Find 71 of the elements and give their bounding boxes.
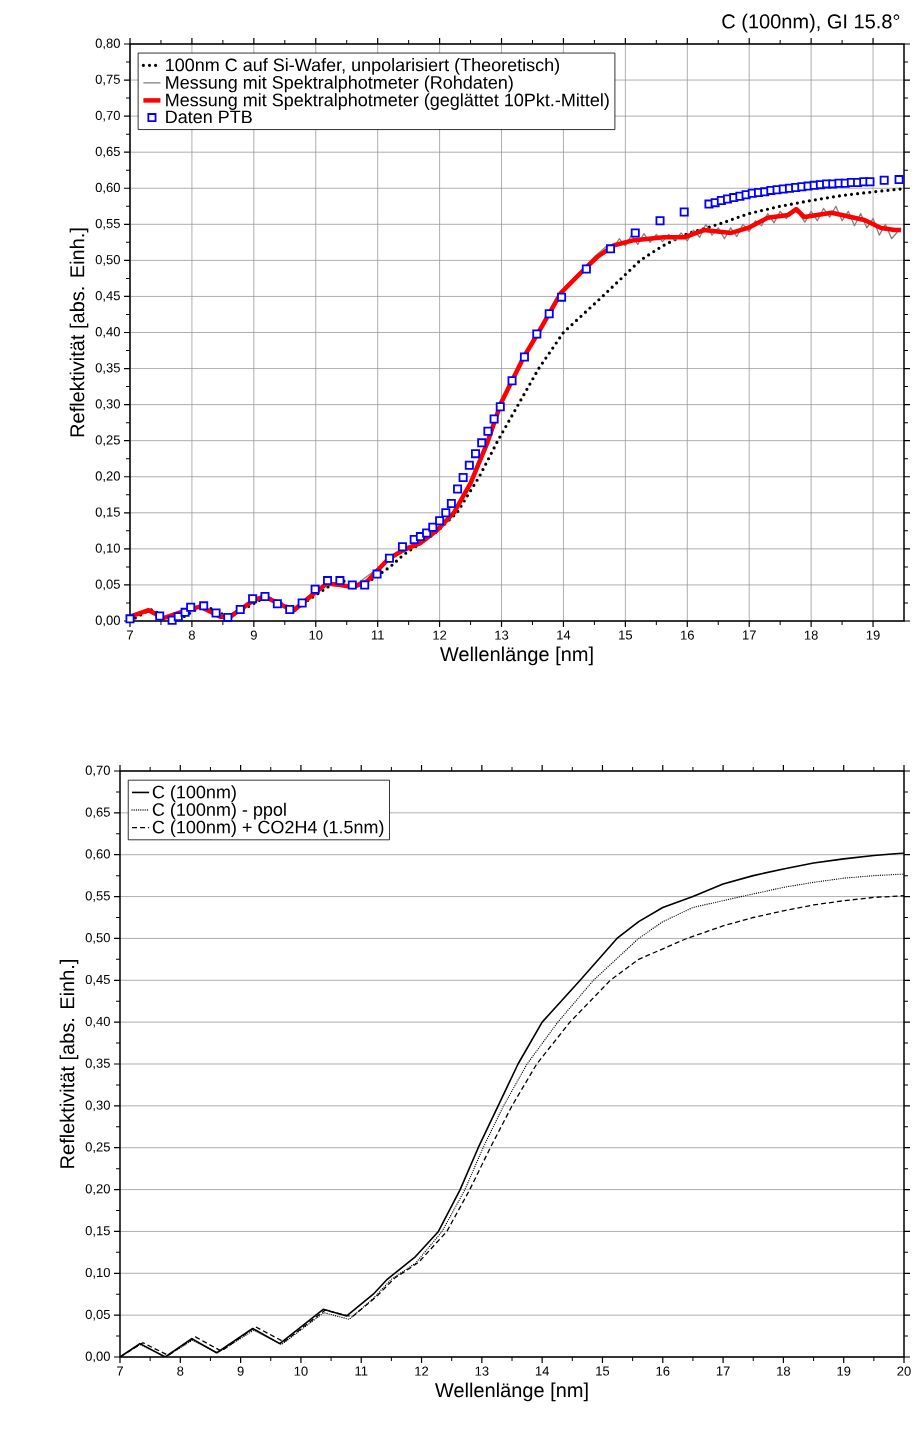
- y-tick-label: 0,35: [85, 1058, 110, 1070]
- x-tick-label: 9: [250, 630, 257, 640]
- x-tick-label: 18: [804, 630, 818, 640]
- x-tick-label: 19: [866, 630, 880, 640]
- y-tick-label: 0,80: [95, 38, 120, 50]
- x-tick-label: 7: [117, 1366, 123, 1376]
- y-tick-label: 0,30: [95, 399, 120, 410]
- x-tick-label: 17: [742, 630, 756, 640]
- x-tick-label: 12: [415, 1366, 429, 1376]
- y-tick-label: 0,65: [85, 807, 110, 819]
- x-tick-label: 18: [777, 1366, 791, 1376]
- x-tick-label: 11: [355, 1366, 368, 1376]
- x-tick-label: 8: [177, 1366, 184, 1376]
- y-tick-label: 0,70: [85, 765, 110, 777]
- y-tick-label: 0,60: [85, 849, 110, 861]
- x-tick-label: 14: [557, 630, 571, 640]
- y-tick-label: 0,50: [95, 255, 120, 266]
- x-tick-label: 10: [309, 630, 323, 640]
- y-tick-label: 0,20: [95, 471, 120, 483]
- y-tick-label: 0,40: [95, 327, 120, 338]
- legend-label: C (100nm) - ppol: [152, 802, 286, 820]
- legend-label: C (100nm) + CO2H4 (1.5nm): [152, 820, 384, 838]
- x-tick-label: 17: [716, 1366, 730, 1376]
- legend-label: C (100nm): [152, 785, 236, 802]
- y-tick-label: 0,55: [85, 891, 110, 902]
- x-tick-label: 13: [495, 630, 509, 640]
- y-tick-label: 0,15: [85, 1226, 110, 1237]
- x-tick-label: 20: [897, 1366, 911, 1376]
- legend-label: 100nm C auf Si-Wafer, unpolarisiert (Theoretisch): [166, 58, 560, 75]
- x-tick-label: 8: [188, 630, 195, 640]
- x-tick-label: 11: [371, 630, 384, 640]
- legend-label: Messung mit Spektralphotmeter (Rohdaten): [166, 75, 513, 93]
- x-tick-label: 16: [656, 1366, 670, 1376]
- x-tick-label: 10: [294, 1366, 308, 1376]
- y-tick-label: 0,30: [85, 1100, 110, 1112]
- chart-title: C (100nm), GI 15.8°: [722, 13, 900, 33]
- x-tick-label: 9: [237, 1366, 244, 1376]
- y-tick-label: 0,60: [95, 182, 120, 194]
- x-tick-label: 7: [127, 630, 133, 640]
- x-tick-label: 14: [535, 1366, 550, 1376]
- x-tick-label: 16: [681, 630, 694, 640]
- y-tick-label: 0,20: [85, 1184, 110, 1195]
- y-tick-label: 0,35: [95, 363, 120, 374]
- y-tick-label: 0,25: [95, 435, 120, 447]
- x-tick-label: 13: [475, 1366, 489, 1376]
- y-axis-title: Reflektivität [abs. Einh.]: [59, 960, 79, 1168]
- y-tick-label: 0,00: [95, 615, 120, 627]
- x-tick-label: 15: [596, 1366, 610, 1376]
- x-tick-label: 15: [619, 630, 633, 640]
- y-tick-label: 0,10: [95, 543, 120, 555]
- x-axis-title: Wellenlänge [nm]: [440, 646, 593, 666]
- x-axis-title: Wellenlänge [nm]: [435, 1382, 588, 1402]
- x-tick-label: 19: [837, 1366, 851, 1376]
- y-tick-label: 0,75: [95, 74, 120, 86]
- y-tick-label: 0,70: [95, 110, 120, 122]
- y-tick-label: 0,40: [85, 1016, 110, 1028]
- y-tick-label: 0,65: [95, 146, 120, 158]
- y-tick-label: 0,05: [95, 579, 120, 591]
- y-axis-title: Reflektivität [abs. Einh.]: [69, 228, 89, 437]
- y-tick-label: 0,25: [85, 1142, 110, 1154]
- y-tick-label: 0,45: [95, 291, 120, 302]
- legend-label: Messung mit Spektralphotmeter (geglättet 10Pkt.-Mittel): [166, 93, 609, 110]
- y-tick-label: 0,15: [95, 507, 120, 519]
- y-tick-label: 0,10: [85, 1267, 110, 1279]
- y-tick-label: 0,45: [85, 974, 110, 986]
- legend-label: Daten PTB: [166, 110, 252, 124]
- y-tick-label: 0,50: [85, 933, 110, 944]
- x-tick-label: 12: [433, 630, 447, 640]
- y-tick-label: 0,00: [85, 1351, 110, 1363]
- y-tick-label: 0,55: [95, 218, 120, 230]
- y-tick-label: 0,05: [85, 1309, 110, 1321]
